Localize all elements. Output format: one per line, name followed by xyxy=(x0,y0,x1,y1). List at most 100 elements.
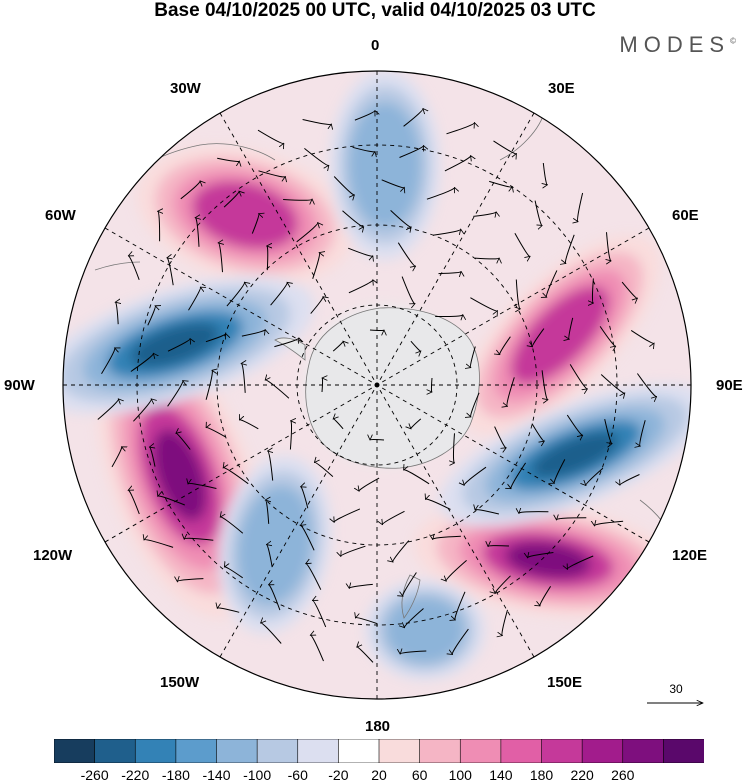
wind-arrow xyxy=(399,146,424,158)
wind-arrow xyxy=(444,156,471,172)
wind-arrow xyxy=(541,370,548,399)
positive-anomaly xyxy=(505,541,591,579)
colorbar-segment xyxy=(175,739,218,763)
wind-arrow xyxy=(274,338,298,348)
lon-label-90e: 90E xyxy=(716,377,743,394)
wind-arrow xyxy=(205,370,212,400)
wind-arrow xyxy=(101,347,115,374)
wind-arrow xyxy=(128,256,140,280)
wind-arrow xyxy=(349,584,373,588)
wind-arrow xyxy=(534,200,542,226)
wind-arrow xyxy=(569,364,587,388)
wind-arrow xyxy=(270,282,288,306)
map-border xyxy=(62,70,692,700)
wind-arrow xyxy=(144,540,174,548)
polar-map xyxy=(62,70,692,700)
wind-arrow xyxy=(296,223,318,243)
wind-arrow xyxy=(341,545,366,556)
wind-arrow xyxy=(516,279,520,309)
wind-arrow xyxy=(241,330,265,337)
colorbar-segment xyxy=(297,739,340,763)
wind-arrow xyxy=(302,119,332,125)
wind-arrow xyxy=(426,187,455,200)
wind-arrow xyxy=(401,276,415,304)
wind-arrow xyxy=(97,399,119,420)
wind-arrow xyxy=(251,214,259,234)
colorbar-tick-label: 220 xyxy=(570,767,594,783)
wind-arrow xyxy=(403,109,423,127)
wind-arrow xyxy=(473,212,496,217)
colorbar-segment xyxy=(459,739,502,763)
wind-arrow xyxy=(306,564,322,590)
wind-arrow xyxy=(390,210,412,227)
wind-arrow xyxy=(493,140,517,154)
wind-arrow xyxy=(599,326,616,346)
colorbar-tick-label: 20 xyxy=(371,767,387,783)
wind-arrow xyxy=(115,302,118,325)
colorbar-segment xyxy=(216,739,258,763)
wind-arrow xyxy=(167,381,183,407)
wind-arrow xyxy=(167,258,174,286)
colorbar-segment xyxy=(54,739,96,763)
wind-arrow xyxy=(370,439,385,440)
colorbar-tick-label: -180 xyxy=(161,767,190,783)
colorbar-tick-label: -60 xyxy=(287,767,308,783)
wind-arrow xyxy=(352,146,375,152)
wind-arrow xyxy=(304,148,328,165)
wind-arrow xyxy=(167,339,190,352)
wind-arrow xyxy=(489,180,512,187)
colorbar-tick-label: 140 xyxy=(489,767,513,783)
wind-arrow xyxy=(620,474,640,486)
wind-arrow xyxy=(592,278,593,303)
wind-arrow xyxy=(147,306,156,326)
wind-arrow xyxy=(177,579,204,582)
colorbar-tick-label: -20 xyxy=(328,767,349,783)
wind-arrow xyxy=(567,555,594,569)
colorbar-segment xyxy=(134,739,177,763)
wind-arrow xyxy=(128,490,140,515)
wind-arrow xyxy=(348,247,373,256)
wind-arrow xyxy=(410,340,421,351)
wind-arrow xyxy=(411,418,422,429)
wind-arrow xyxy=(495,575,511,594)
anomaly-field xyxy=(63,71,691,699)
wind-arrow xyxy=(268,451,273,481)
wind-arrow xyxy=(393,540,410,562)
wind-arrow xyxy=(404,608,424,628)
colorbar-segment xyxy=(256,739,299,763)
wind-arrow xyxy=(556,518,587,520)
lon-label-180: 180 xyxy=(365,718,391,735)
wind-arrow xyxy=(453,433,454,463)
wind-arrow xyxy=(239,420,259,430)
lon-label-150w: 150W xyxy=(160,674,200,691)
wind-arrow xyxy=(301,487,309,509)
wind-arrow xyxy=(565,234,575,264)
wind-arrow xyxy=(158,496,185,506)
wind-arrow xyxy=(220,517,244,534)
wind-arrow xyxy=(514,233,530,256)
wind-arrow xyxy=(130,353,153,372)
negative-anomaly xyxy=(385,597,465,663)
colorbar-segment xyxy=(622,739,665,763)
reference-vector: 30 xyxy=(645,682,707,715)
wind-arrow xyxy=(519,512,549,514)
colorbar-segment xyxy=(663,739,704,763)
negative-anomaly xyxy=(237,486,313,604)
wind-arrow xyxy=(269,585,281,611)
wind-arrow xyxy=(566,414,582,435)
wind-arrow xyxy=(205,428,226,438)
wind-arrow xyxy=(357,647,374,663)
wind-arrow xyxy=(312,253,320,279)
wind-arrow xyxy=(475,510,500,515)
colorbar-segment xyxy=(419,739,462,763)
wind-arrow xyxy=(511,462,527,490)
wind-arrow xyxy=(333,419,344,430)
wind-arrow xyxy=(133,399,151,422)
negative-anomaly xyxy=(348,102,422,228)
wind-arrow xyxy=(630,329,654,343)
wind-arrow xyxy=(471,392,480,417)
lon-label-120w: 120W xyxy=(33,547,73,564)
wind-arrow xyxy=(433,536,461,539)
wind-arrow xyxy=(354,111,375,121)
colorbar-tick-label: 180 xyxy=(529,767,554,783)
